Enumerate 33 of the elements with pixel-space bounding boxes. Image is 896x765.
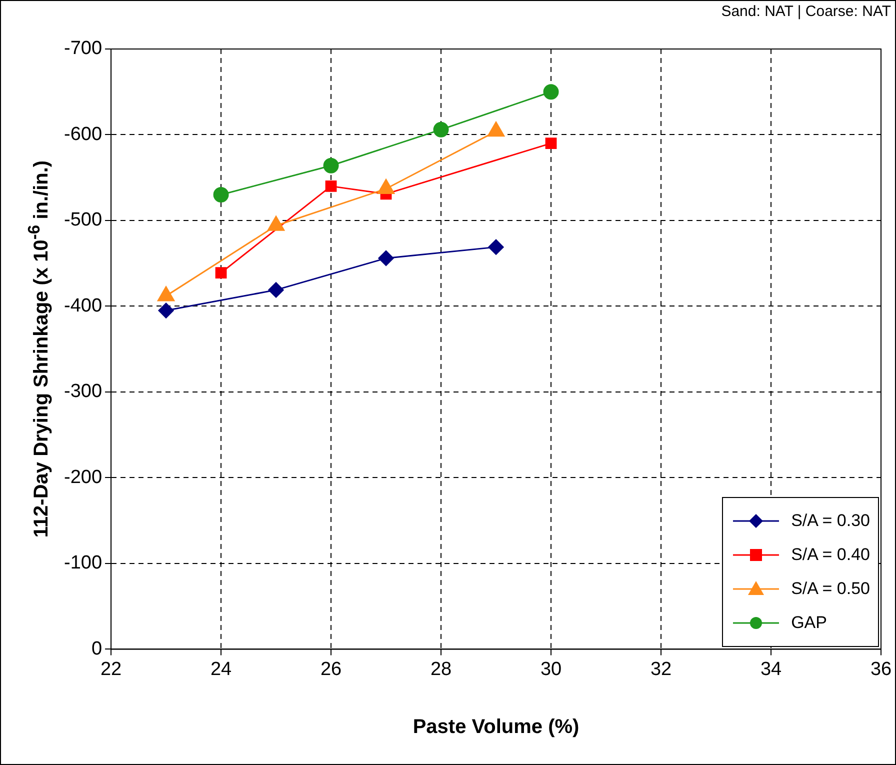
- y-tick-label: -100: [64, 552, 102, 574]
- point: [378, 250, 394, 266]
- point: [323, 158, 339, 174]
- point: [543, 84, 559, 100]
- x-tick-label: 22: [100, 658, 122, 680]
- y-tick-label: -700: [64, 38, 102, 60]
- y-tick-label: 0: [91, 638, 102, 660]
- point: [433, 122, 449, 138]
- point: [488, 239, 504, 255]
- y-tick-label: -500: [64, 210, 102, 231]
- x-tick-label: 34: [760, 658, 782, 680]
- y-tick-label: -200: [64, 466, 102, 488]
- x-tick-label: 28: [430, 658, 452, 680]
- text: Sand: NAT | Coarse: NAT: [721, 3, 891, 20]
- y-tick-label: -600: [64, 124, 102, 145]
- legend-label: S/A = 0.40: [791, 545, 870, 566]
- x-tick-label: 26: [320, 658, 342, 680]
- legend-label: GAP: [791, 613, 827, 634]
- point: [545, 138, 557, 150]
- y-tick-label: -300: [64, 381, 102, 402]
- x-tick-label: 36: [870, 658, 892, 680]
- point: [325, 180, 337, 192]
- point: [215, 267, 227, 278]
- legend-label: S/A = 0.50: [791, 579, 870, 600]
- point: [268, 282, 284, 298]
- point: [213, 187, 229, 203]
- x-tick-label: 32: [650, 658, 672, 680]
- x-tick-label: 24: [210, 658, 232, 680]
- legend-label: S/A = 0.30: [791, 511, 870, 532]
- point: [158, 302, 174, 318]
- x-axis-title: Paste Volume (%): [412, 716, 580, 739]
- y-tick-label: -400: [64, 295, 102, 316]
- x-tick-label: 30: [540, 658, 562, 680]
